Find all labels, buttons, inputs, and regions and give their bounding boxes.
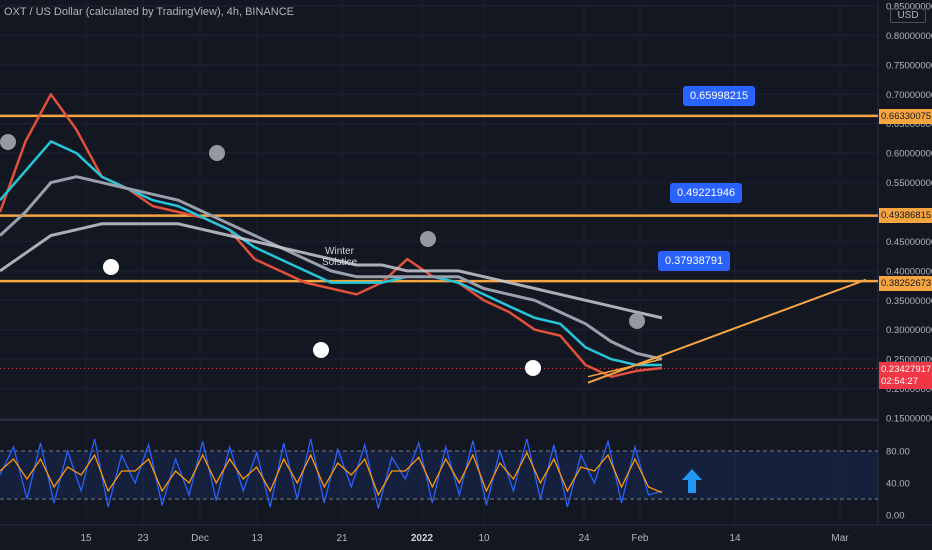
y-tick-label: 0.25000000 xyxy=(886,355,932,366)
moon-full-mark xyxy=(103,259,119,275)
y-tick-label: 0.80000000 xyxy=(886,31,932,42)
ema-series xyxy=(0,93,663,379)
y-tick-label: 0.75000000 xyxy=(886,60,932,71)
x-tick-label: 2022 xyxy=(411,533,434,544)
chart-title: OXT / US Dollar (calculated by TradingVi… xyxy=(4,6,294,18)
y-tick-label: 0.55000000 xyxy=(886,178,932,189)
ema-fast xyxy=(0,140,662,367)
x-tick-label: 24 xyxy=(578,533,590,544)
callout-upper[interactable]: 0.65998215 xyxy=(683,86,756,106)
trendline-lower xyxy=(587,358,663,378)
y-tick-label: 0.85000000 xyxy=(886,2,932,13)
currency-button[interactable]: USD xyxy=(890,8,926,23)
x-tick-label: 15 xyxy=(80,533,92,544)
y-tick-label: 0.35000000 xyxy=(886,296,932,307)
x-tick-label: 23 xyxy=(137,533,149,544)
time-axis[interactable]: 15 23 Dec 13 21 2022 10 24 Feb 14 Mar xyxy=(80,533,849,544)
price-label-upper: 0.66330075 xyxy=(879,109,932,124)
moon-new-mark xyxy=(629,313,645,329)
y-tick-label: 0.45000000 xyxy=(886,237,932,248)
moon-new-mark xyxy=(420,231,436,247)
stochastic-tick-label: 40.00 xyxy=(886,479,910,490)
x-tick-label: 14 xyxy=(729,533,741,544)
y-tick-label: 0.40000000 xyxy=(886,266,932,277)
ema-mid xyxy=(0,175,663,361)
x-tick-label: Mar xyxy=(831,533,849,544)
stochastic-tick-label: 0.00 xyxy=(886,511,905,522)
decorative-marks xyxy=(0,134,645,376)
annotation-line-2: Solstice xyxy=(322,257,358,268)
y-tick-label: 0.65000000 xyxy=(886,119,932,130)
moon-full-mark xyxy=(525,360,541,376)
y-tick-label: 0.15000000 xyxy=(886,414,932,425)
callout-lower[interactable]: 0.37938791 xyxy=(658,251,731,271)
stochastic-tick-label: 80.00 xyxy=(886,447,910,458)
trendline[interactable] xyxy=(587,278,867,384)
x-tick-label: Feb xyxy=(631,533,649,544)
ema-slow xyxy=(0,222,663,320)
price-label-lower: 0.38252673 xyxy=(879,276,932,291)
winter-solstice-annotation: Winter Solstice xyxy=(322,246,357,268)
price-axis[interactable]: 0.85000000 0.80000000 0.75000000 0.70000000… xyxy=(886,2,932,522)
x-tick-label: 10 xyxy=(478,533,490,544)
y-tick-label: 0.20000000 xyxy=(886,384,932,395)
stochastic-lines xyxy=(0,438,663,509)
moon-new-mark xyxy=(0,134,16,150)
callout-middle[interactable]: 0.49221946 xyxy=(670,183,743,203)
y-tick-label: 0.30000000 xyxy=(886,325,932,336)
x-tick-label: 21 xyxy=(336,533,348,544)
x-tick-label: 13 xyxy=(251,533,263,544)
stochastic-d-line xyxy=(0,451,663,497)
x-tick-label: Dec xyxy=(191,533,209,544)
arrow-up-icon xyxy=(680,467,704,500)
y-tick-label: 0.60000000 xyxy=(886,149,932,160)
moon-new-mark xyxy=(209,145,225,161)
annotation-line-1: Winter xyxy=(325,246,354,257)
horizontal-levels xyxy=(0,114,878,369)
current-price-label: 0.23427917 xyxy=(879,362,932,377)
price-label-middle: 0.49386815 xyxy=(879,208,932,223)
y-tick-label: 0.70000000 xyxy=(886,90,932,101)
moon-full-mark xyxy=(313,342,329,358)
countdown-label: 02:54:27 xyxy=(879,374,932,389)
